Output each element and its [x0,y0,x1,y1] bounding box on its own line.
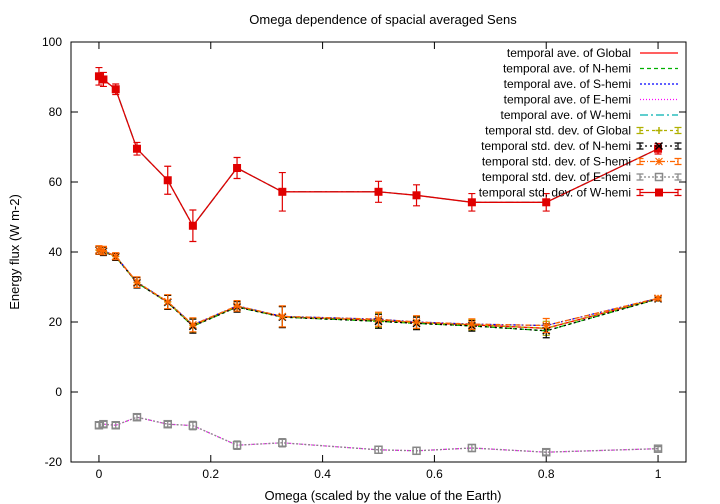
data-point [374,315,383,324]
y-tick-label: 40 [49,245,63,259]
legend-entry: temporal std. dev. of S-hemi [482,155,682,169]
series-layer [94,66,663,457]
legend-label: temporal ave. of S-hemi [504,77,631,91]
data-point [542,321,551,330]
data-point [188,221,197,230]
series-temporal-std-dev-of-e-hemi [94,412,663,457]
legend-error-cap [636,188,644,197]
legend-error-cap [636,173,644,181]
data-point [278,312,287,321]
data-point [163,419,172,429]
data-point [132,412,142,422]
y-tick-label: 60 [49,175,63,189]
data-point [188,320,197,329]
data-point [163,297,172,306]
legend-error-cap [674,188,682,197]
data-point [653,444,663,453]
legend-label: temporal std. dev. of S-hemi [482,155,631,169]
legend-error-cap [674,173,682,181]
data-point [412,318,421,326]
legend-label: temporal ave. of E-hemi [504,93,631,107]
legend-error-cap [636,157,644,166]
legend-label: temporal ave. of Global [507,46,631,60]
legend-error-cap [674,142,682,150]
x-tick-label: 0.2 [202,467,219,481]
data-point [99,75,108,84]
legend-label: temporal ave. of W-hemi [501,108,632,122]
data-point [132,144,141,153]
y-tick-label: 20 [49,315,63,329]
data-point [654,294,662,303]
legend-entry: temporal std. dev. of Global [485,124,682,138]
y-tick-label: 100 [42,35,62,49]
y-tick-label: 80 [49,105,63,119]
legend-marker [654,141,664,151]
legend: temporal ave. of Global temporal ave. of … [479,46,682,200]
y-tick-label: -20 [45,455,63,469]
legend-error-cap [674,157,682,166]
data-point [412,446,421,456]
data-point [95,245,103,254]
y-tick-label: 0 [55,385,62,399]
data-point [99,246,108,255]
y-axis-title: Energy flux (W m-2) [7,194,22,310]
legend-marker [655,188,663,197]
data-point [278,438,287,447]
legend-entry: temporal std. dev. of E-hemi [482,170,682,184]
legend-entry: temporal ave. of E-hemi [504,93,678,107]
data-point [111,421,120,430]
series-temporal-std-dev-of-s-hemi [95,245,662,334]
legend-entry: temporal std. dev. of W-hemi [479,186,682,200]
data-point [233,164,242,172]
data-point [467,320,476,329]
legend-label: temporal std. dev. of W-hemi [479,186,631,200]
data-point [541,447,551,457]
data-point [188,421,198,430]
x-tick-label: 0.4 [314,467,331,481]
error-bar [654,446,662,452]
legend-marker [654,172,664,182]
data-point [111,252,120,261]
data-point [233,301,241,310]
legend-entry: temporal ave. of W-hemi [501,108,678,122]
data-point [111,85,120,94]
data-point [99,419,108,429]
data-point [133,278,141,287]
data-point [232,440,242,450]
legend-entry: temporal std. dev. of N-hemi [481,139,682,153]
x-tick-label: 1 [655,467,662,481]
legend-label: temporal ave. of N-hemi [503,62,631,76]
legend-marker [655,157,663,166]
data-point [374,445,383,454]
data-point [467,198,476,207]
legend-error-cap [636,126,644,135]
data-point [374,187,383,196]
legend-marker [655,127,663,134]
legend-error-cap [674,126,682,135]
legend-error-cap [636,142,644,150]
legend-entry: temporal ave. of S-hemi [504,77,678,91]
legend-label: temporal std. dev. of Global [485,124,631,138]
x-tick-label: 0.6 [426,467,443,481]
legend-entry: temporal ave. of Global [507,46,678,60]
chart-title: Omega dependence of spacial averaged Sen… [249,12,517,27]
data-point [163,176,172,185]
legend-label: temporal std. dev. of E-hemi [482,170,631,184]
legend-entry: temporal ave. of N-hemi [503,62,678,76]
data-point [467,443,477,453]
data-point [412,191,421,200]
x-tick-label: 0 [96,467,103,481]
plot-frame [70,41,687,463]
data-point [542,198,551,207]
legend-label: temporal std. dev. of N-hemi [481,139,631,153]
x-tick-label: 0.8 [538,467,555,481]
series-temporal-std-dev-of-w-hemi [94,66,663,243]
x-axis-title: Omega (scaled by the value of the Earth) [264,488,501,503]
data-point [94,421,104,430]
data-point [278,187,287,196]
